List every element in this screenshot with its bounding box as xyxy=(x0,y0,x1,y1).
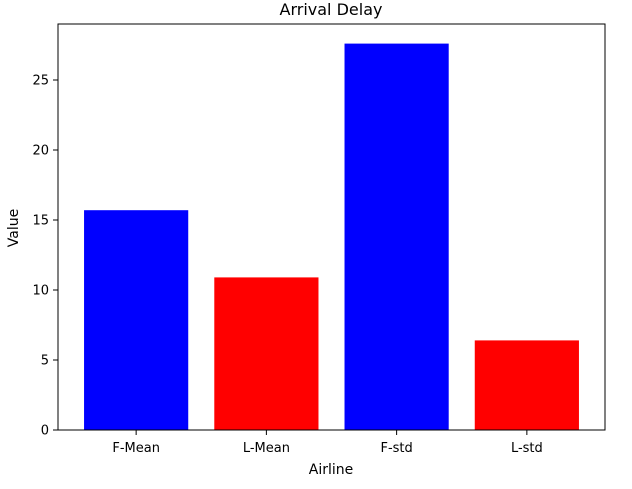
y-tick-label: 20 xyxy=(32,144,49,159)
y-axis-label: Value xyxy=(6,209,22,247)
bar-f-mean xyxy=(84,210,189,430)
x-tick-label: F-Mean xyxy=(112,441,160,456)
x-tick-label: L-std xyxy=(511,441,543,456)
y-tick-label: 0 xyxy=(41,424,49,439)
y-tick-label: 15 xyxy=(32,214,49,229)
y-tick-label: 10 xyxy=(32,284,49,299)
plot-frame xyxy=(57,23,606,431)
plot-area: F-Mean L-Mean F-std L-std 0 5 10 15 20 25 xyxy=(32,23,606,456)
bar-f-std xyxy=(344,43,449,430)
bar-l-mean xyxy=(214,277,319,430)
y-tick-label: 25 xyxy=(32,74,49,89)
x-tick-label: L-Mean xyxy=(243,441,290,456)
bar-l-std xyxy=(474,340,579,430)
x-tick-label: F-std xyxy=(380,441,412,456)
x-axis-label: Airline xyxy=(309,462,354,478)
y-tick-label: 5 xyxy=(41,354,49,369)
chart-title: Arrival Delay xyxy=(280,0,383,19)
